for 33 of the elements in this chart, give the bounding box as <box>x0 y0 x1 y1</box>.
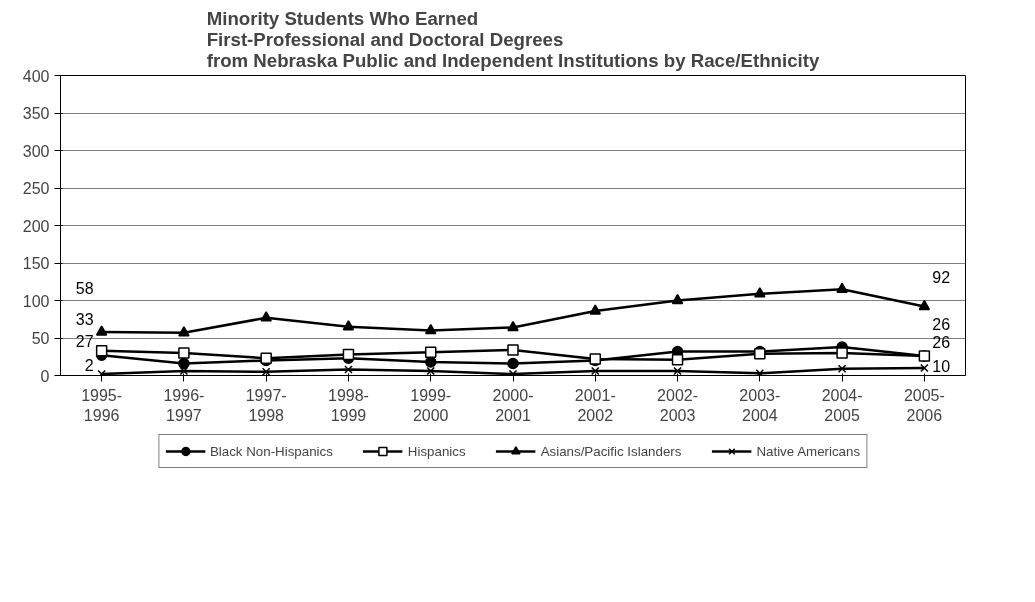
legend-label: Hispanics <box>407 443 466 459</box>
y-tick-label: 50 <box>31 330 50 347</box>
x-tick-label: 1998-1999 <box>327 386 369 424</box>
y-tick-label: 350 <box>22 105 50 122</box>
legend-label: Black Non-Hispanics <box>209 443 333 459</box>
x-tick-label: 2002-2003 <box>657 386 699 424</box>
y-tick-label: 300 <box>22 142 50 160</box>
x-tick-label: 2001-2002 <box>574 386 616 424</box>
data-label: 58 <box>75 280 94 297</box>
data-label: 26 <box>932 334 951 351</box>
y-tick-label: 200 <box>22 217 50 235</box>
x-tick-label: 1999-2000 <box>410 386 452 424</box>
x-tick-label: 1996-1997 <box>163 386 205 424</box>
legend-label: Native Americans <box>756 443 861 459</box>
x-tick-label: 2000-2001 <box>492 386 534 424</box>
x-tick-label: 1995-1996 <box>81 386 123 424</box>
y-tick-label: 0 <box>40 367 50 385</box>
data-label: 33 <box>75 310 94 328</box>
data-label: 10 <box>932 358 951 375</box>
y-tick-label: 150 <box>22 255 50 272</box>
y-tick-label: 100 <box>22 292 50 310</box>
x-tick-label: 2004-2005 <box>821 386 863 424</box>
data-label: 26 <box>932 316 951 333</box>
data-label: 27 <box>75 333 94 351</box>
data-label: 2 <box>84 357 94 374</box>
y-tick-label: 250 <box>22 180 50 197</box>
x-tick-label: 2003-2004 <box>739 386 781 424</box>
x-tick-label: 1997-1998 <box>245 386 287 424</box>
data-label: 92 <box>932 268 951 286</box>
legend-label: Asians/Pacific Islanders <box>540 443 682 459</box>
x-tick-label: 2005-2006 <box>903 386 945 424</box>
y-tick-label: 400 <box>22 67 50 85</box>
chart-title: Minority Students Who Earned First-Professional and Doctoral Degrees from Nebraska Public and Independent Institutions by Race/Ethnicity <box>206 7 820 71</box>
